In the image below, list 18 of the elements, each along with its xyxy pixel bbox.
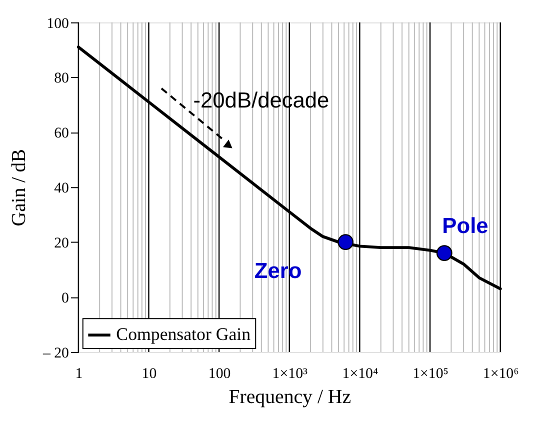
y-tick-label: 20: [54, 236, 69, 252]
y-axis-title: Gain / dB: [8, 149, 30, 226]
x-tick-label: 100: [208, 366, 231, 382]
x-tick-label: 10: [142, 366, 157, 382]
x-tick-label: 1: [75, 366, 83, 382]
x-tick-label: 1×10³: [272, 366, 308, 382]
y-tick-label: 40: [54, 180, 69, 197]
x-axis-title: Frequency / Hz: [228, 386, 352, 408]
y-tick-label: 60: [54, 126, 69, 142]
y-tick-label: 0: [62, 290, 69, 306]
legend-label: Compensator Gain: [116, 324, 251, 344]
y-tick-label: – 20: [42, 345, 69, 362]
x-tick-label: 1×10⁴: [342, 366, 378, 382]
annotation: Pole: [442, 213, 488, 238]
x-tick-label: 1×10⁵: [412, 366, 448, 382]
y-tick-label: 100: [46, 16, 69, 32]
y-tick-label: 80: [54, 70, 69, 87]
x-tick-label: 1×10⁶: [482, 366, 519, 382]
